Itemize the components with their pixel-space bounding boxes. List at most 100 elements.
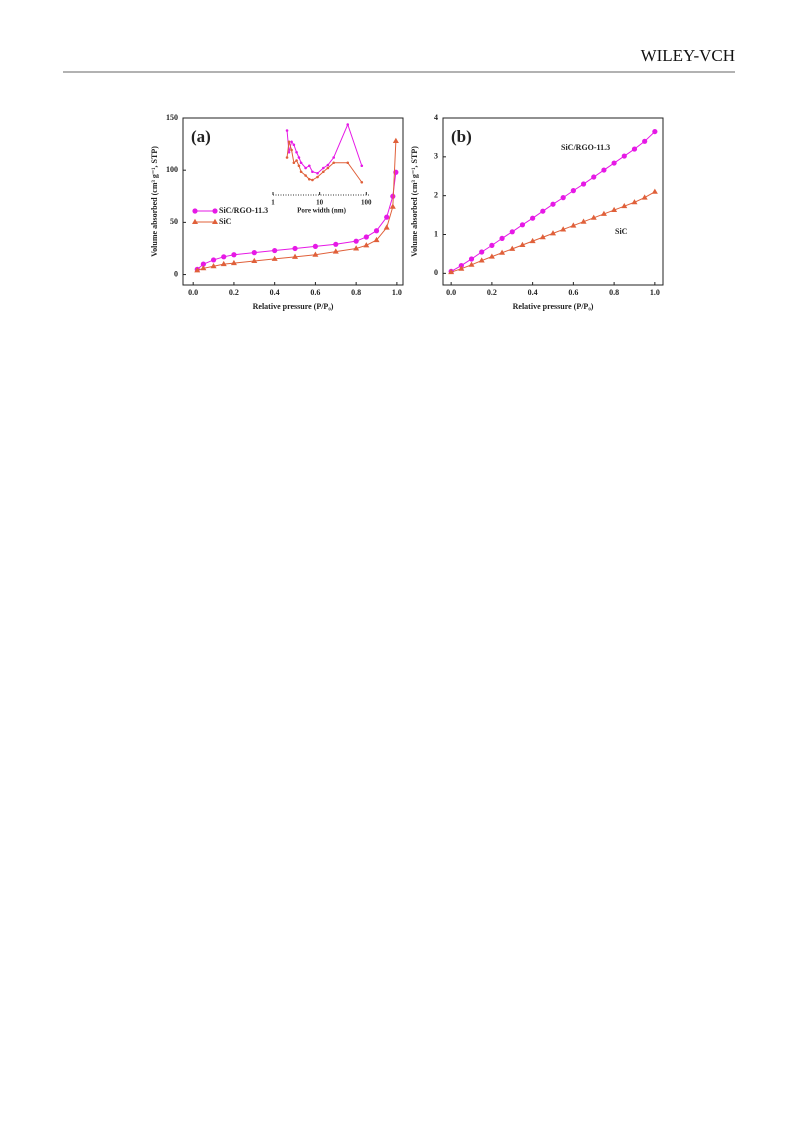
data-marker [389,203,396,209]
data-marker [353,245,360,251]
data-marker [210,257,217,263]
data-marker [292,143,296,147]
data-marker [292,245,298,252]
x-tick-label: 100 [361,199,372,207]
data-marker [560,195,566,201]
data-marker [200,261,206,267]
data-marker [346,161,350,165]
data-marker [312,243,319,249]
x-tick-label: 0.2 [229,288,239,297]
data-marker [231,252,237,258]
data-marker [499,249,506,255]
data-marker [322,166,325,170]
data-marker [292,161,296,165]
y-tick-label: 1 [434,229,438,238]
data-marker [299,170,303,174]
data-marker [580,218,587,224]
legend-label: SiC [219,217,232,226]
data-marker [332,248,339,254]
data-marker [392,137,399,143]
data-marker [304,174,307,177]
y-axis-label: Volume absorbed (cm³ g⁻¹, STP) [410,146,419,257]
x-tick-label: 0.0 [188,288,198,297]
x-tick-label: 0.4 [270,288,280,297]
data-marker [192,218,198,224]
x-axis-label: Relative pressure (P/P₀) [513,302,594,311]
x-tick-label: 0.4 [528,288,538,297]
data-marker [295,159,298,162]
data-marker [363,234,369,240]
x-tick-label: 1 [271,199,275,207]
data-marker [363,242,370,248]
data-marker [611,206,618,213]
data-marker [570,188,576,194]
series-line [196,172,397,270]
data-marker [642,138,648,144]
y-axis-label: Volume absorbed (cm³ g⁻¹, STP) [150,146,159,257]
panel-label: (b) [451,127,472,146]
data-marker [316,171,319,175]
data-marker [297,156,301,159]
data-marker [540,208,546,214]
data-marker [311,178,314,182]
series-label: SiC [615,227,628,236]
data-marker [221,254,227,260]
data-marker [192,208,198,214]
data-marker [600,210,607,216]
data-marker [251,250,257,256]
plot-frame [182,117,404,286]
data-marker [308,164,311,168]
y-tick-label: 100 [166,165,178,174]
data-marker [560,226,567,232]
data-marker [479,249,485,255]
x-tick-label: 10 [316,199,324,207]
data-marker [333,241,339,247]
data-marker [448,268,455,275]
data-marker [230,259,237,266]
data-marker [360,164,364,168]
data-marker [311,170,314,174]
data-marker [290,140,293,144]
data-marker [652,128,658,135]
data-marker [316,175,319,179]
x-tick-label: 0.8 [609,288,619,297]
y-tick-label: 4 [434,113,438,122]
data-marker [539,234,546,240]
data-marker [509,229,515,235]
data-marker [290,148,293,152]
x-axis-label: Pore width (nm) [297,207,347,215]
data-marker [488,253,495,259]
data-marker [210,263,217,269]
data-marker [285,129,289,132]
data-marker [499,235,505,241]
data-marker [332,161,335,165]
data-marker [458,265,465,271]
data-marker [212,218,218,224]
data-marker [212,208,218,214]
data-marker [550,201,556,207]
panel-label: (a) [191,127,211,146]
data-marker [651,188,658,194]
data-marker [272,247,278,254]
data-marker [346,123,350,126]
data-marker [641,194,648,200]
data-marker [489,242,495,248]
x-tick-label: 0.0 [446,288,456,297]
y-tick-label: 2 [434,191,438,200]
data-marker [308,177,311,181]
data-marker [478,257,485,263]
data-marker [580,181,587,187]
data-marker [550,230,556,236]
data-marker [601,167,607,173]
y-tick-label: 0 [174,269,178,278]
data-marker [468,256,475,262]
data-marker [297,164,301,168]
data-marker [287,150,291,154]
x-axis-label: Relative pressure (P/P₀) [253,302,334,311]
data-marker [383,224,390,230]
data-marker [570,222,577,228]
data-marker [530,215,536,221]
data-marker [529,237,536,244]
data-marker [519,241,526,247]
